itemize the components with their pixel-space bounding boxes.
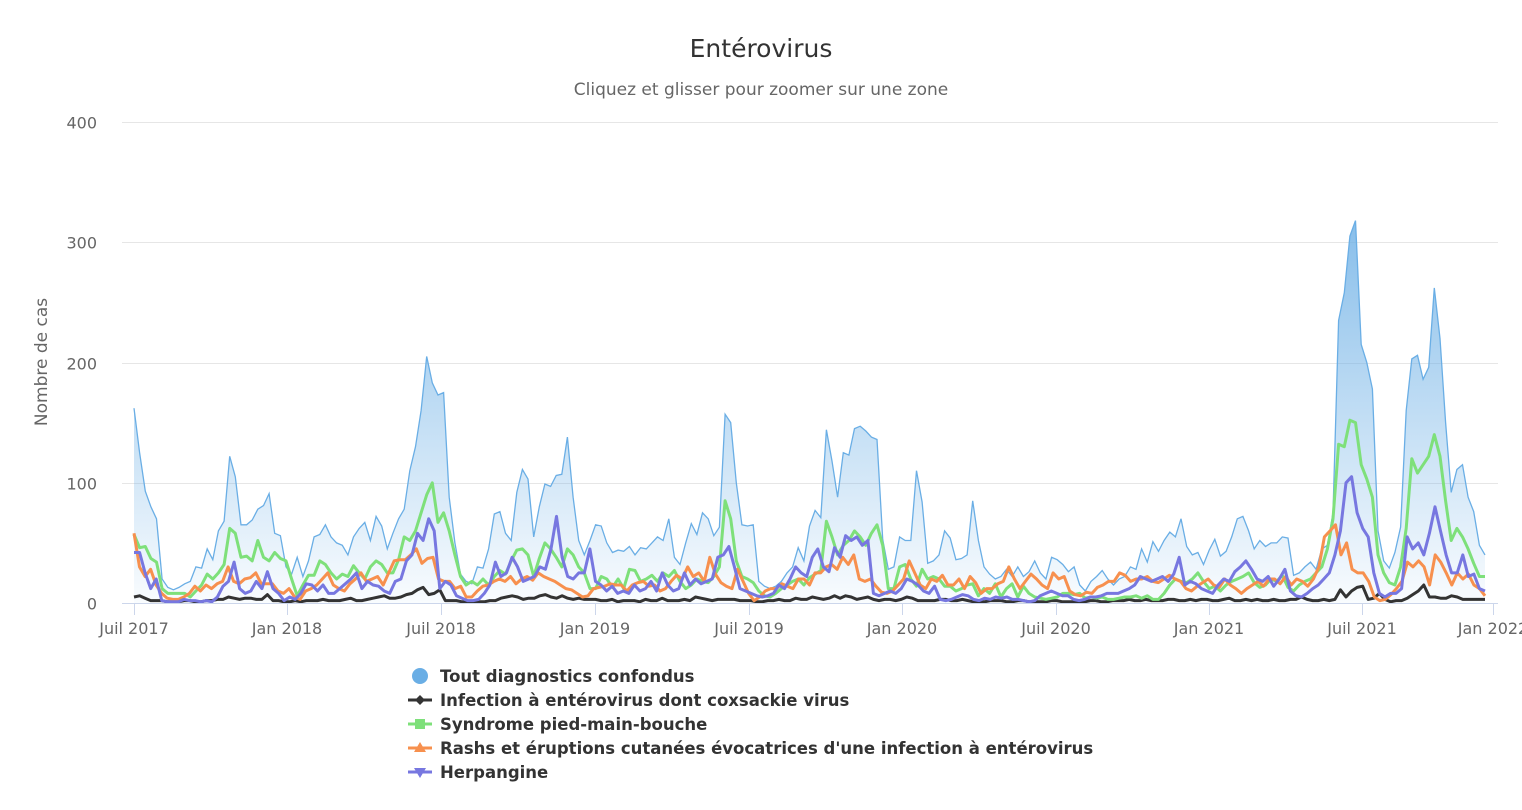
legend-item-rashs[interactable]: Rashs et éruptions cutanées évocatrices …: [406, 736, 1093, 760]
legend-item-herpangine[interactable]: Herpangine: [406, 760, 1093, 784]
legend-label: Tout diagnostics confondus: [440, 666, 695, 686]
y-tick-label: 0: [87, 595, 97, 614]
triangle-icon: [408, 742, 432, 752]
legend: Tout diagnostics confondus Infection à e…: [406, 664, 1093, 784]
x-tick-label: Jan 2018: [251, 619, 322, 638]
legend-label: Herpangine: [440, 762, 549, 782]
circle-icon: [412, 668, 428, 684]
y-tick-label: 300: [66, 234, 97, 253]
legend-item-coxsackie[interactable]: Infection à entérovirus dont coxsackie v…: [406, 688, 1093, 712]
diamond-icon: [408, 695, 432, 705]
x-tick-label: Juil 2021: [1326, 619, 1397, 638]
series-lines[interactable]: [132, 418, 1487, 604]
y-axis-title: Nombre de cas: [32, 298, 52, 426]
series-line-1[interactable]: [133, 583, 1485, 604]
x-tick-label: Jan 2020: [866, 619, 937, 638]
legend-item-pied-main-bouche[interactable]: Syndrome pied-main-bouche: [406, 712, 1093, 736]
x-tick-label: Jan 2019: [559, 619, 630, 638]
legend-label: Infection à entérovirus dont coxsackie v…: [440, 690, 850, 710]
legend-label: Syndrome pied-main-bouche: [440, 714, 708, 734]
x-tick-label: Juil 2018: [405, 619, 476, 638]
x-axis-ticks: Juil 2017 Jan 2018 Juil 2018 Jan 2019 Juil 2…: [98, 603, 1522, 638]
x-tick-label: Juil 2019: [713, 619, 784, 638]
series-total-area[interactable]: [133, 220, 1486, 603]
series-line-3[interactable]: [132, 523, 1487, 603]
x-tick-label: Juil 2017: [98, 619, 169, 638]
y-axis-ticks: 0 100 200 300 400: [66, 114, 97, 614]
x-tick-label: Jan 2021: [1173, 619, 1244, 638]
series-line-4[interactable]: [134, 475, 1486, 604]
chart-title: Entérovirus: [689, 34, 833, 63]
legend-item-total[interactable]: Tout diagnostics confondus: [406, 664, 1093, 688]
y-tick-label: 400: [66, 114, 97, 133]
chart-subtitle: Cliquez et glisser pour zoomer sur une z…: [573, 80, 949, 100]
y-gridlines: [122, 122, 1498, 484]
total-area-fill: [134, 220, 1485, 603]
x-tick-label: Juil 2020: [1020, 619, 1091, 638]
y-tick-label: 200: [66, 355, 97, 374]
legend-label: Rashs et éruptions cutanées évocatrices …: [440, 738, 1094, 758]
y-tick-label: 100: [66, 475, 97, 494]
total-area-line[interactable]: [133, 220, 1486, 593]
square-icon: [408, 719, 432, 729]
x-tick-label: Jan 2022: [1457, 619, 1522, 638]
triangle-down-icon: [408, 768, 432, 778]
